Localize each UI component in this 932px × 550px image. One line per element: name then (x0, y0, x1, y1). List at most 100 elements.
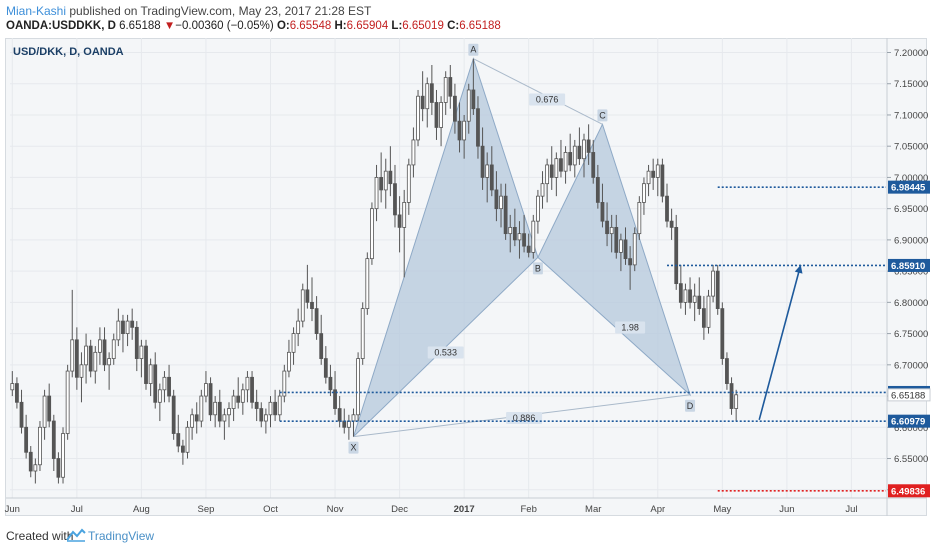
candle-body (65, 370, 70, 434)
candle-body (512, 226, 517, 241)
y-tick-label: 6.75000 (894, 329, 928, 340)
candle-body (466, 89, 471, 122)
candle-body (268, 401, 273, 416)
projection-arrow-line (758, 264, 802, 420)
pattern-triangle-bcd (537, 122, 692, 397)
x-axis-ticks[interactable]: Jun Jul Aug Sep Oct Nov Dec 2017 Feb Mar Apr May Jun… (5, 504, 858, 515)
level-tag-label: 6.85910 (891, 261, 925, 272)
pattern-point-label: X (350, 443, 356, 453)
pattern-point-bg (685, 399, 696, 412)
candle-body (328, 376, 333, 391)
candle-body (245, 376, 250, 391)
candle-body (383, 170, 388, 191)
candle-body (697, 295, 702, 310)
candle-body (342, 420, 347, 428)
candle-body (439, 102, 443, 128)
y-tick-label: 6.90000 (894, 235, 928, 246)
candle-body (305, 289, 310, 303)
candle-body (457, 120, 462, 141)
price-change: −0.00360 (−0.05%) (175, 20, 274, 32)
candle-body (503, 195, 508, 235)
candle-body (618, 239, 623, 253)
candle-body (508, 226, 513, 235)
candle-body (591, 152, 596, 178)
candle-body (655, 164, 660, 178)
candle-body (153, 364, 158, 403)
candle-body (176, 433, 181, 447)
tradingview-logo-icon[interactable] (66, 528, 86, 547)
candle-body (296, 320, 301, 334)
level-tag-label: 6.49836 (891, 486, 925, 497)
candle-body (434, 102, 439, 128)
level-tag (888, 180, 930, 194)
candle-body (319, 333, 324, 359)
candle-body (139, 345, 144, 359)
tradingview-brand-link[interactable]: TradingView (88, 529, 155, 543)
candle-body (559, 158, 563, 172)
footer: Created with TradingView (0, 522, 932, 550)
level-tag (888, 258, 930, 272)
candle-body (540, 183, 545, 197)
candle-body (425, 83, 430, 110)
candle-body (549, 164, 554, 178)
y-tick-label: 7.05000 (894, 142, 928, 153)
candle-body (651, 170, 656, 178)
candle-body (204, 383, 208, 397)
candle-body (379, 177, 384, 191)
candle-body (609, 226, 614, 235)
candle-body (310, 301, 314, 310)
y-tick-label: 6.60000 (894, 423, 928, 434)
candle-body (74, 339, 79, 378)
candle-body (213, 401, 218, 416)
pattern-ratio-label: 1.98 (621, 322, 639, 332)
candle-body (494, 189, 499, 210)
candle-body (144, 345, 148, 384)
pattern-ratio-bg (427, 346, 464, 359)
candle-body (208, 383, 213, 416)
candle-body (471, 89, 476, 110)
candles (10, 58, 739, 484)
candle-body (646, 170, 651, 185)
candle-body (194, 414, 199, 422)
candle-body (614, 226, 619, 253)
candle-body (346, 420, 351, 428)
candle-body (711, 270, 716, 297)
author-link[interactable]: Mian-Kashi (6, 4, 67, 18)
candle-body (227, 408, 231, 416)
candle-body (374, 177, 379, 210)
candle-body (393, 183, 397, 216)
candle-body (47, 395, 52, 422)
candle-body (665, 195, 669, 222)
last-price-tag (887, 388, 931, 402)
candle-body (692, 295, 697, 303)
candle-body (526, 245, 531, 253)
candle-body (51, 420, 56, 459)
x-tick-label: Oct (263, 504, 278, 515)
candle-body (462, 120, 467, 141)
candle-body (217, 401, 222, 422)
candle-body (623, 239, 628, 260)
down-arrow-icon: ▼ (163, 20, 176, 32)
symbol-label: OANDA:USDDKK, D (6, 20, 116, 32)
candle-body (485, 164, 490, 178)
candle-body (628, 258, 633, 266)
pattern-ratio-label: 0.533 (434, 347, 457, 357)
candle-body (116, 320, 121, 341)
candle-body (107, 358, 112, 366)
y-tick-label: 6.70000 (894, 360, 928, 371)
y-tick-label: 6.55000 (894, 454, 928, 465)
candle-body (157, 389, 162, 403)
candle-body (111, 339, 116, 359)
pattern-point-bg (468, 43, 479, 56)
level-tag (888, 414, 930, 428)
open-label: O: (276, 20, 290, 32)
candle-body (360, 308, 365, 359)
candle-body (185, 426, 190, 453)
x-tick-label: Jul (71, 504, 83, 515)
candle-body (70, 339, 75, 372)
level-tag-label: 6.98445 (891, 183, 926, 194)
candle-body (180, 445, 185, 453)
candle-body (729, 383, 734, 409)
candle-body (259, 408, 264, 422)
